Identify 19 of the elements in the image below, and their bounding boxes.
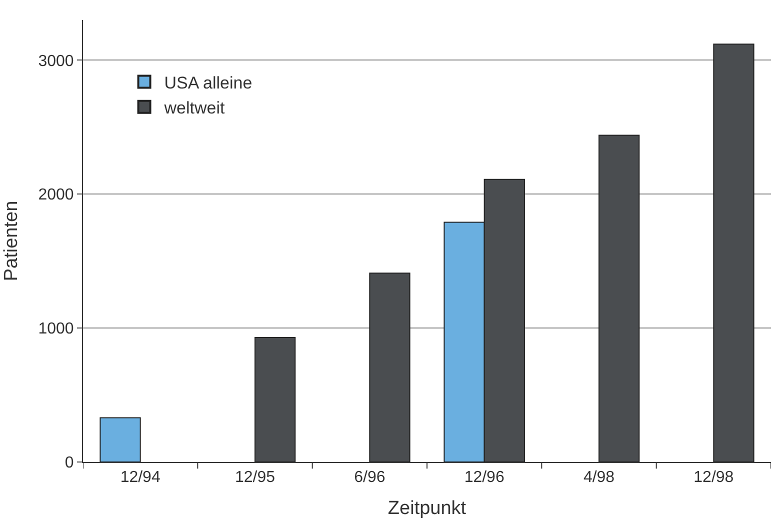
y-tick-label: 3000 — [38, 52, 74, 70]
y-tick-label: 1000 — [38, 320, 74, 338]
x-tick-label: 4/98 — [583, 469, 615, 486]
x-tick-label: 12/94 — [120, 469, 160, 486]
x-axis-title: Zeitpunkt — [388, 498, 467, 519]
bar — [598, 134, 640, 462]
x-tick-label: 12/98 — [694, 469, 734, 486]
bar — [713, 44, 754, 462]
y-tick-label: 0 — [64, 454, 74, 472]
x-tick-label: 6/96 — [354, 469, 386, 486]
legend-label: USA alleine — [164, 73, 252, 92]
y-tick-label: 2000 — [38, 186, 74, 204]
x-tick-label: 12/95 — [234, 469, 276, 486]
x-tick-label: 12/96 — [464, 469, 504, 486]
bar — [100, 417, 141, 462]
bar — [369, 272, 410, 462]
bar — [254, 336, 296, 462]
legend-label: weltweit — [163, 98, 226, 118]
y-axis-title: Patienten — [1, 200, 22, 282]
